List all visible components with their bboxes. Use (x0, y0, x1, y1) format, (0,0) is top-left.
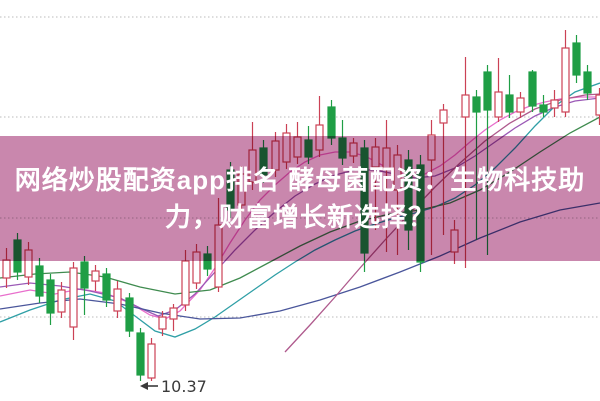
candle-body (102, 273, 111, 301)
candle-body (35, 265, 44, 297)
candle-body (57, 289, 66, 313)
candle-body (483, 71, 492, 111)
headline-line-2: 力，财富增长新选择？ (164, 201, 435, 232)
candle-body (113, 288, 122, 312)
candle-body (136, 332, 145, 376)
candle-body (327, 106, 336, 139)
candle-body (572, 42, 581, 76)
candle-body (516, 97, 525, 113)
candle-body (147, 343, 156, 379)
candle-body (439, 109, 448, 124)
candle-body (505, 94, 514, 113)
candle-body (583, 71, 592, 94)
candle-body (125, 297, 134, 332)
candle-body (80, 261, 89, 289)
candle-body (46, 279, 55, 314)
candle-body (2, 259, 11, 279)
candle-body (561, 47, 570, 113)
candle-body (528, 71, 537, 107)
candle-body (91, 270, 100, 282)
candle-body (494, 91, 503, 118)
candle-body (539, 104, 548, 113)
headline-banner: 网络炒股配资app排名 酵母菌配资：生物科技助 力，财富增长新选择？ (0, 136, 600, 261)
candle-body (472, 96, 481, 113)
headline: 网络炒股配资app排名 酵母菌配资：生物科技助 力，财富增长新选择？ (0, 136, 600, 261)
candle-body (595, 94, 600, 116)
candle-body (461, 94, 470, 118)
low-price-annotation: 10.37 (161, 377, 207, 396)
candle-body (181, 260, 190, 306)
candle-body (158, 316, 167, 330)
candle-body (550, 99, 559, 109)
candle-body (169, 307, 178, 320)
headline-line-1: 网络炒股配资app排名 酵母菌配资：生物科技助 (14, 164, 586, 195)
candle-body (69, 267, 78, 328)
left-arrow-head-icon (140, 382, 148, 390)
headline-banner-background (0, 136, 600, 261)
